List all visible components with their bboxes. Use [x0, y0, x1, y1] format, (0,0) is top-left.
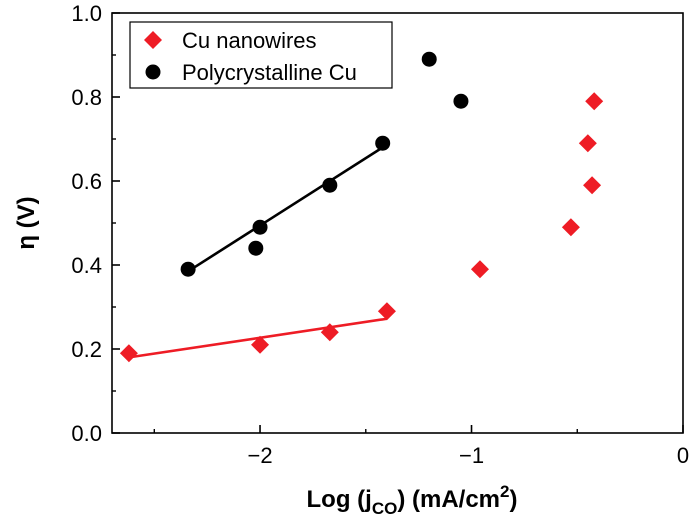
x-tick-label: 0: [677, 443, 689, 468]
x-axis-title-rest: ) (mA/cm: [397, 486, 500, 513]
data-point: [377, 302, 396, 321]
axis-ticks: [112, 12, 684, 434]
y-tick-label: 0.2: [71, 337, 102, 362]
data-point: [322, 177, 338, 193]
legend-box: [129, 21, 393, 89]
data-point: [470, 260, 489, 279]
data-point: [453, 93, 469, 109]
data-point: [180, 261, 196, 277]
fit-line-series-1: [187, 146, 384, 273]
data-points: [119, 51, 604, 363]
data-point: [578, 134, 597, 153]
y-axis-title: η (V): [13, 196, 40, 249]
data-point: [585, 92, 604, 111]
data-point: [320, 323, 339, 342]
x-tick-label: −2: [247, 443, 272, 468]
x-axis-title-superscript: 2: [500, 482, 509, 501]
y-tick-label: 0.8: [71, 85, 102, 110]
data-point: [119, 344, 138, 363]
x-tick-label: −1: [459, 443, 484, 468]
data-point: [248, 240, 264, 256]
x-axis-title: Log (jCO) (mA/cm2): [307, 482, 518, 518]
legend: Cu nanowires Polycrystalline Cu: [129, 21, 393, 89]
legend-label: Cu nanowires: [182, 28, 317, 53]
y-tick-label: 0.0: [71, 421, 102, 446]
data-point: [583, 176, 602, 195]
legend-marker: [144, 31, 162, 49]
data-point: [421, 51, 437, 67]
x-axis-title-main: Log (j: [307, 486, 372, 513]
data-point: [252, 219, 268, 235]
legend-marker: [145, 64, 161, 80]
y-tick-label: 0.6: [71, 169, 102, 194]
y-tick-label: 1.0: [71, 1, 102, 26]
data-point: [375, 135, 391, 151]
legend-label: Polycrystalline Cu: [182, 60, 357, 85]
data-point: [561, 218, 580, 237]
y-tick-label: 0.4: [71, 253, 102, 278]
x-axis-title-subscript: CO: [372, 499, 398, 518]
tick-labels: −2 −1 0 0.0 0.2 0.4 0.6 0.8 1.0: [71, 1, 689, 468]
data-point: [251, 335, 270, 354]
x-axis-title-close: ): [509, 486, 517, 513]
